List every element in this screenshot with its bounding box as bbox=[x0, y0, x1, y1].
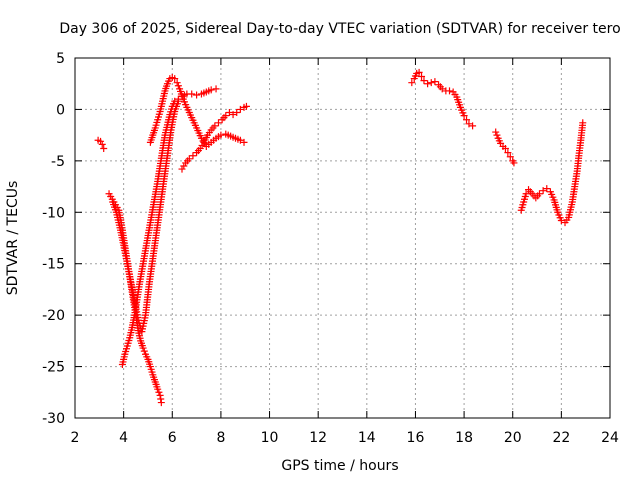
data-point bbox=[225, 109, 233, 117]
data-point bbox=[178, 165, 186, 173]
data-point bbox=[438, 85, 446, 93]
data-point bbox=[535, 190, 543, 198]
x-tick-label: 16 bbox=[407, 430, 425, 446]
data-point bbox=[155, 388, 163, 396]
data-point bbox=[446, 87, 453, 95]
series-arc-6 bbox=[178, 102, 250, 173]
data-point bbox=[420, 77, 428, 85]
data-point bbox=[431, 78, 439, 86]
data-point bbox=[418, 73, 426, 81]
data-point bbox=[424, 80, 432, 88]
data-point bbox=[493, 131, 501, 139]
data-point bbox=[236, 136, 244, 144]
y-tick-label: 5 bbox=[56, 51, 65, 67]
data-point bbox=[460, 112, 468, 120]
data-point bbox=[465, 120, 473, 128]
series-arc-8 bbox=[492, 128, 518, 167]
data-point bbox=[173, 79, 181, 87]
data-point bbox=[207, 86, 215, 94]
data-point bbox=[233, 109, 241, 117]
data-point bbox=[427, 79, 435, 87]
y-tick-label: -20 bbox=[42, 308, 65, 324]
y-tick-labels: 5 0 -5 -10 -15 -20 -25 -30 bbox=[42, 51, 65, 427]
data-point bbox=[506, 153, 514, 161]
x-tick-label: 6 bbox=[168, 430, 177, 446]
x-tick-label: 14 bbox=[358, 430, 376, 446]
series-arc-1 bbox=[94, 136, 108, 153]
x-tick-label: 10 bbox=[261, 430, 279, 446]
series-arc-9 bbox=[517, 119, 587, 227]
data-point bbox=[185, 155, 193, 163]
data-point bbox=[510, 159, 518, 167]
x-tick-label: 2 bbox=[71, 430, 80, 446]
x-tick-label: 22 bbox=[552, 430, 570, 446]
data-point bbox=[156, 391, 164, 399]
data-point bbox=[229, 111, 237, 119]
data-point bbox=[463, 116, 471, 124]
data-point bbox=[408, 79, 416, 87]
data-point bbox=[171, 75, 179, 83]
data-point bbox=[174, 82, 182, 90]
y-tick-label: -25 bbox=[42, 360, 65, 376]
data-point bbox=[154, 385, 162, 393]
data-point bbox=[242, 102, 250, 110]
series-arc-4 bbox=[146, 74, 248, 150]
y-tick-label: 0 bbox=[56, 102, 65, 118]
data-point bbox=[174, 97, 182, 105]
data-point bbox=[180, 162, 188, 170]
data-point bbox=[539, 187, 547, 195]
series-arc-5 bbox=[109, 97, 182, 336]
y-tick-label: -5 bbox=[51, 154, 65, 170]
y-tick-label: -30 bbox=[42, 411, 65, 427]
data-point bbox=[504, 149, 512, 157]
y-tick-label: -15 bbox=[42, 257, 65, 273]
data-point bbox=[543, 185, 551, 193]
data-point bbox=[415, 68, 423, 76]
chart-title: Day 306 of 2025, Sidereal Day-to-day VTE… bbox=[59, 21, 620, 37]
x-tick-label: 8 bbox=[216, 430, 225, 446]
x-tick-label: 4 bbox=[119, 430, 128, 446]
data-point bbox=[501, 145, 509, 153]
x-tick-label: 20 bbox=[504, 430, 522, 446]
series-arc-7 bbox=[408, 68, 477, 130]
data-point bbox=[157, 399, 165, 407]
data-point bbox=[236, 105, 244, 113]
data-point bbox=[98, 140, 106, 148]
x-tick-label: 12 bbox=[309, 430, 327, 446]
data-point bbox=[139, 344, 147, 352]
data-point bbox=[100, 145, 108, 153]
data-point bbox=[214, 119, 222, 127]
x-tick-labels: 2 4 6 8 10 12 14 16 18 20 22 24 bbox=[71, 430, 619, 446]
x-tick-label: 24 bbox=[601, 430, 619, 446]
x-axis-title: GPS time / hours bbox=[281, 458, 398, 474]
data-point bbox=[579, 119, 587, 127]
y-axis-title: SDTVAR / TECUs bbox=[5, 181, 21, 296]
y-tick-label: -10 bbox=[42, 205, 65, 221]
plot-frame bbox=[74, 57, 611, 419]
data-point bbox=[189, 152, 197, 160]
data-point bbox=[97, 137, 105, 145]
data-point bbox=[469, 122, 477, 130]
data-point bbox=[193, 91, 201, 99]
data-point bbox=[222, 112, 230, 120]
data-point bbox=[240, 138, 248, 146]
data-point bbox=[217, 131, 225, 139]
data-layer bbox=[94, 68, 587, 407]
data-point bbox=[522, 190, 530, 198]
data-point bbox=[140, 347, 148, 355]
data-point bbox=[492, 128, 500, 136]
data-point bbox=[211, 122, 219, 130]
data-point bbox=[212, 85, 220, 93]
data-point bbox=[157, 395, 165, 403]
data-point bbox=[188, 90, 196, 98]
x-tick-label: 18 bbox=[455, 430, 473, 446]
